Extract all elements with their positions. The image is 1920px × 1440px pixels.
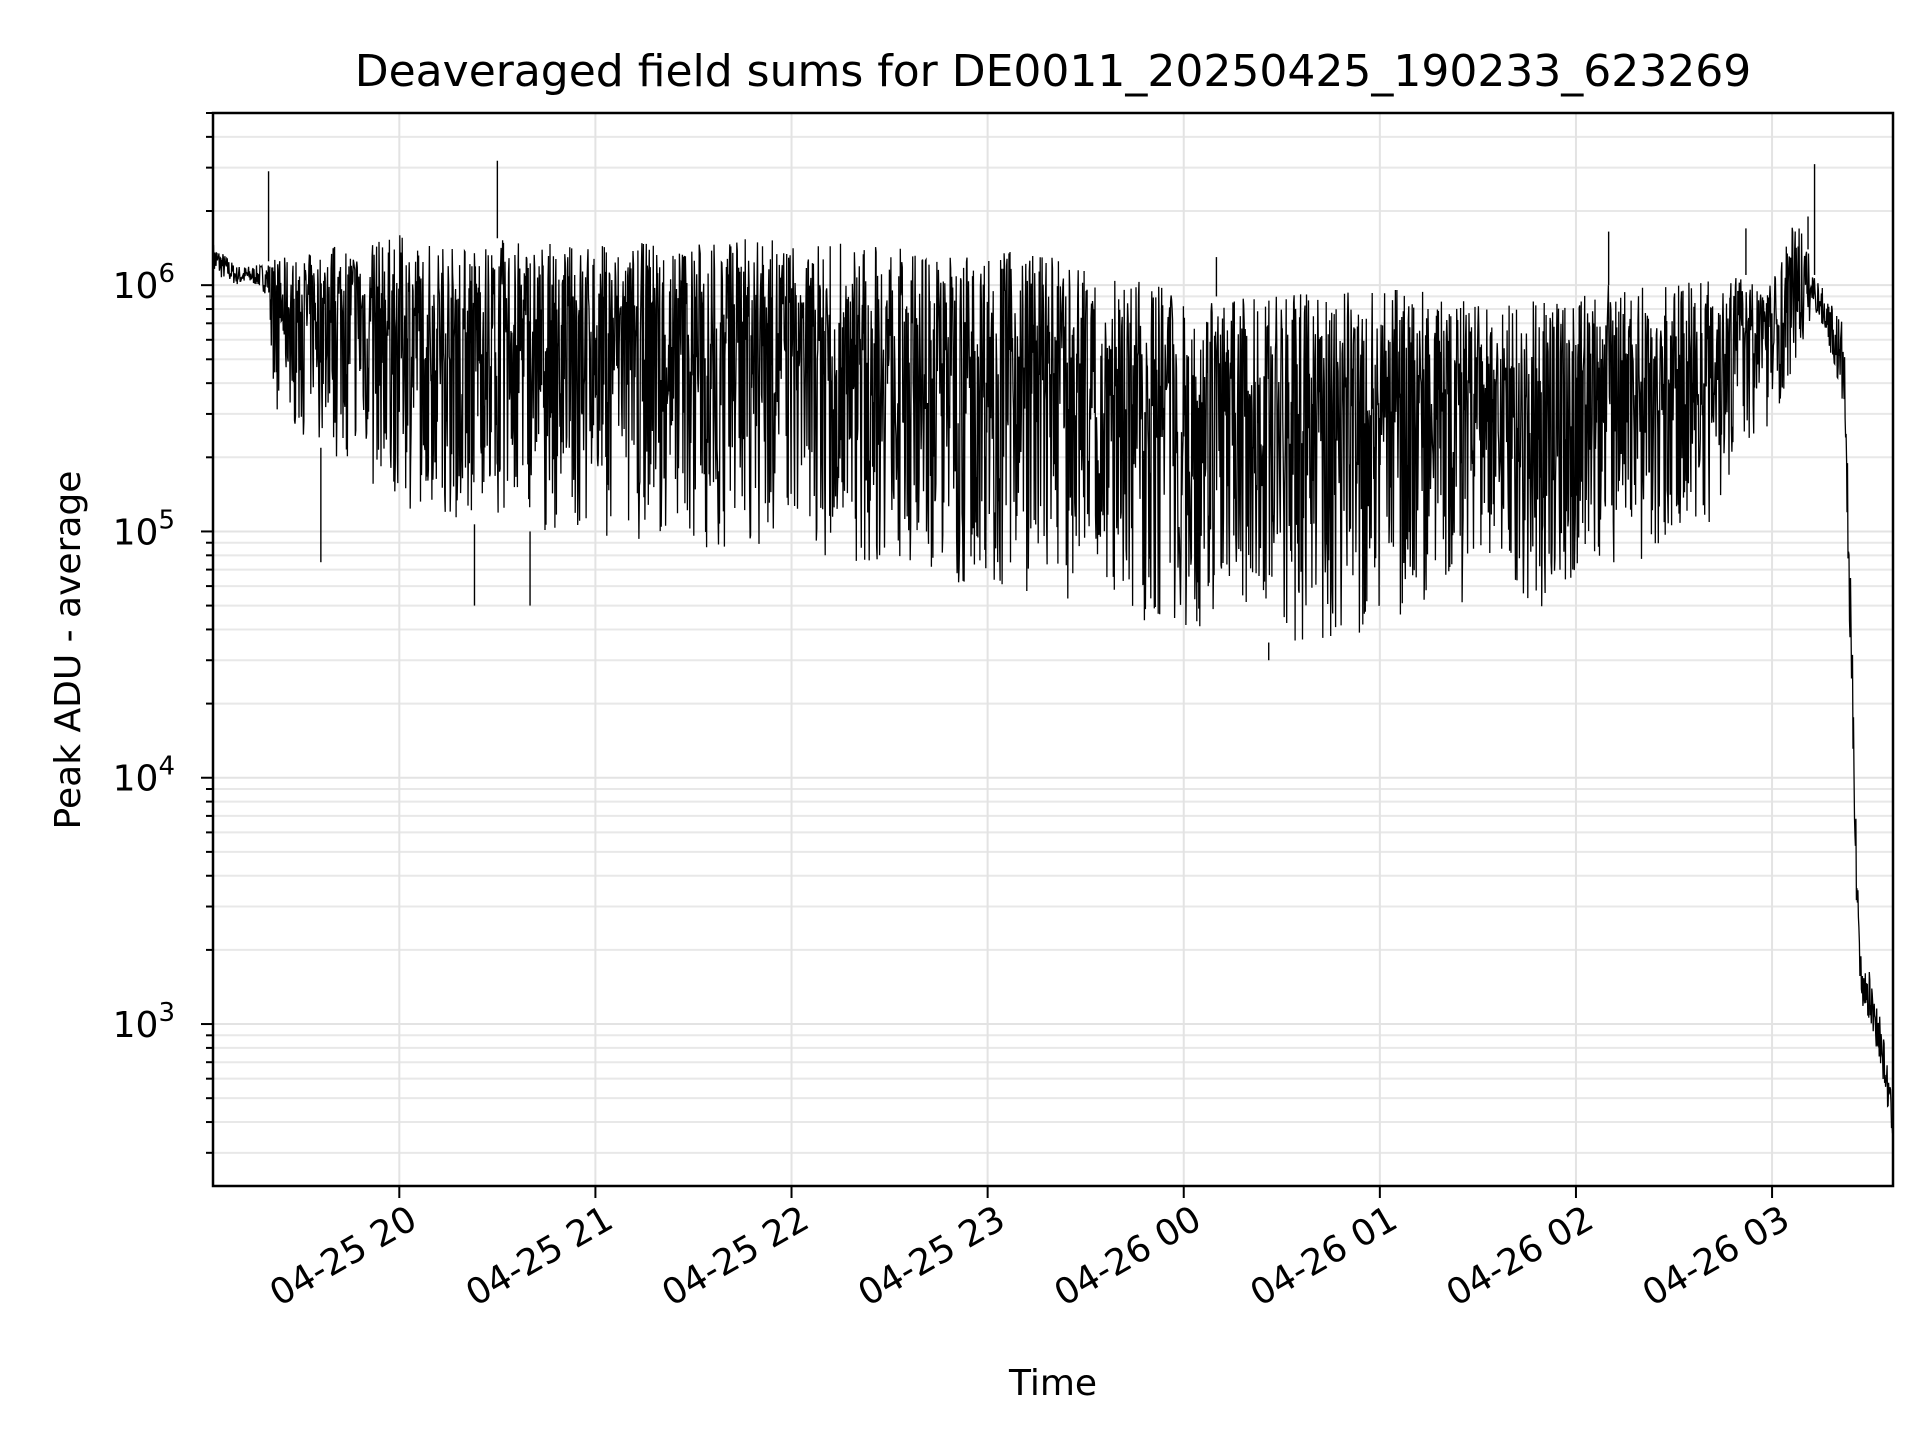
y-tick-label: 105 bbox=[113, 505, 175, 553]
x-tick-label: 04-26 00 bbox=[1048, 1198, 1209, 1314]
axis-ticks: 103 104 105 106 04-25 20 04-25 21 04-25 22 04-2… bbox=[113, 112, 1797, 1315]
y-tick-exponent: 4 bbox=[158, 752, 175, 782]
y-tick-exponent: 5 bbox=[158, 505, 175, 535]
data-series bbox=[212, 160, 1894, 1134]
plot-frame bbox=[211, 111, 1895, 1188]
x-tick-label: 04-26 03 bbox=[1636, 1198, 1797, 1314]
x-tick-label: 04-26 01 bbox=[1244, 1198, 1405, 1314]
y-tick-exponent: 3 bbox=[158, 998, 175, 1028]
y-tick-exponent: 6 bbox=[158, 259, 175, 289]
x-axis-label: Time bbox=[1008, 1363, 1097, 1404]
y-tick-label: 104 bbox=[113, 752, 175, 800]
y-tick-label: 106 bbox=[113, 259, 175, 307]
x-tick-label: 04-25 22 bbox=[655, 1198, 816, 1314]
chart-title: Deaveraged field sums for DE0011_2025042… bbox=[355, 46, 1752, 97]
x-tick-label: 04-25 20 bbox=[263, 1198, 424, 1314]
x-tick-label: 04-25 23 bbox=[851, 1198, 1012, 1314]
x-tick-label: 04-25 21 bbox=[459, 1198, 620, 1314]
y-tick-label: 103 bbox=[113, 998, 175, 1046]
x-tick-label: 04-26 02 bbox=[1440, 1198, 1601, 1314]
series-line bbox=[212, 227, 1894, 1134]
y-axis-label: Peak ADU - average bbox=[48, 471, 89, 830]
